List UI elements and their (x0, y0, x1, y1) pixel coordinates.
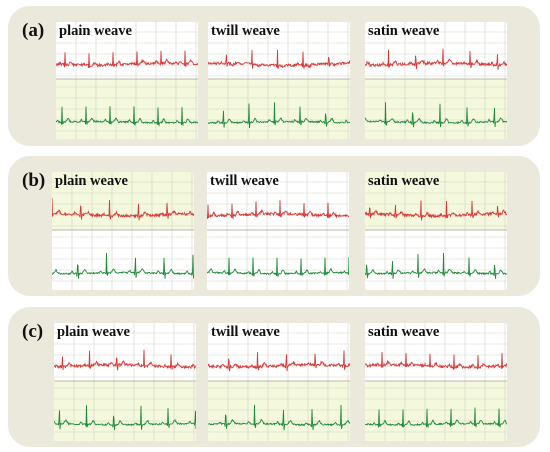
panel-label: satin weave (368, 324, 440, 340)
lower-ecg-trace (207, 256, 349, 278)
group-b: (b) plain weave twill weave satin weave (8, 156, 540, 296)
grid-lines (365, 323, 507, 441)
upper-ecg-trace (365, 48, 507, 70)
ecg-panel-b-satin: satin weave (365, 172, 507, 290)
upper-grid-bg (54, 323, 196, 381)
panel-label: plain weave (57, 324, 130, 340)
upper-ecg-trace (208, 49, 350, 70)
panel-label: plain weave (59, 23, 132, 39)
ecg-plot (207, 172, 349, 290)
ecg-plot (365, 323, 507, 441)
lower-grid-bg (365, 230, 507, 290)
upper-ecg-trace (365, 200, 507, 221)
lower-ecg-trace (365, 252, 507, 279)
ecg-plot (208, 323, 350, 441)
lower-ecg-trace (208, 404, 350, 431)
lower-ecg-trace (365, 102, 507, 128)
ecg-panel-c-twill: twill weave (208, 323, 350, 441)
lower-ecg-trace (56, 106, 198, 127)
lower-ecg-trace (52, 252, 194, 279)
lower-grid-bg (208, 381, 350, 441)
lower-grid-bg (52, 230, 194, 290)
ecg-panel-b-twill: twill weave (207, 172, 349, 290)
ecg-plot (365, 172, 507, 290)
group-label-b: (b) (22, 170, 46, 191)
ecg-panel-c-satin: satin weave (365, 323, 507, 441)
lower-grid-bg (365, 381, 507, 441)
ecg-panel-a-satin: satin weave (365, 22, 507, 139)
panel-label: twill weave (211, 23, 280, 39)
upper-ecg-trace (54, 349, 196, 371)
upper-grid-bg (365, 323, 507, 381)
group-c: (c) plain weave twill weave satin weave (8, 307, 540, 447)
grid-lines (54, 323, 196, 441)
upper-ecg-trace (56, 50, 198, 68)
panel-label: twill weave (210, 173, 279, 189)
upper-ecg-trace (365, 352, 507, 370)
panel-label: plain weave (55, 173, 128, 189)
panel-label: twill weave (211, 324, 280, 340)
upper-ecg-trace (52, 198, 194, 221)
lower-ecg-trace (365, 407, 507, 429)
upper-ecg-trace (208, 350, 350, 372)
lower-ecg-trace (54, 405, 196, 431)
grid-lines (207, 172, 349, 290)
grid-lines (56, 22, 198, 139)
upper-grid-bg (207, 172, 349, 230)
grid-lines (365, 172, 507, 290)
ecg-panel-c-plain: plain weave (54, 323, 196, 441)
group-label-a: (a) (22, 20, 45, 41)
ecg-plot (52, 172, 194, 290)
ecg-plot (56, 22, 198, 139)
ecg-panel-a-plain: plain weave (56, 22, 198, 139)
upper-grid-bg (365, 172, 507, 230)
lower-grid-bg (54, 381, 196, 441)
group-a: (a) plain weave twill weave satin weave (8, 6, 540, 146)
upper-grid-bg (208, 323, 350, 381)
panel-label: satin weave (368, 173, 440, 189)
grid-lines (208, 323, 350, 441)
ecg-plot (208, 22, 350, 139)
lower-ecg-trace (208, 102, 350, 128)
group-label-c: (c) (22, 321, 44, 342)
ecg-panel-a-twill: twill weave (208, 22, 350, 139)
panel-label: satin weave (368, 23, 440, 39)
upper-grid-bg (56, 22, 198, 79)
ecg-plot (365, 22, 507, 139)
upper-grid-bg (208, 22, 350, 79)
ecg-panel-b-plain: plain weave (52, 172, 194, 290)
upper-grid-bg (52, 172, 194, 230)
ecg-plot (54, 323, 196, 441)
upper-ecg-trace (207, 200, 349, 220)
